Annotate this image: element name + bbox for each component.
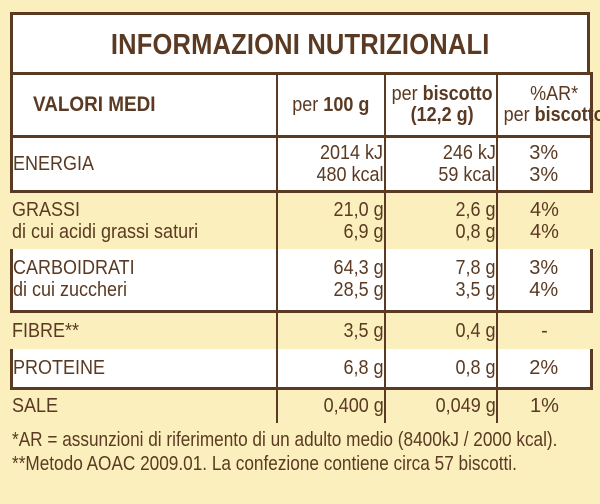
footnote-metodo: **Metodo AOAC 2009.01. La confezione con… <box>12 453 517 475</box>
header-per-biscotto: per biscotto (12,2 g) <box>383 72 497 138</box>
label-carboidrati: CARBOIDRATI <box>13 257 135 280</box>
footnotes: *AR = assunzioni di riferimento di un ad… <box>12 428 592 476</box>
label-zuccheri: di cui zuccheri <box>13 279 128 302</box>
header-ar-per-biscotto: %AR* per biscotto <box>495 72 600 138</box>
row-carboidrati: CARBOIDRATI di cui zuccheri 64,3 g 28,5 g … <box>10 248 593 313</box>
label-fibre: FIBRE** <box>11 319 79 342</box>
row-sale: SALE 0,400 g 0,049 g 1% <box>11 388 592 423</box>
label-sale: SALE <box>11 395 58 418</box>
table-title-text: INFORMAZIONI NUTRIZIONALI <box>110 28 490 61</box>
label-grassi: GRASSI <box>11 198 80 221</box>
header-valori-medi: VALORI MEDI <box>10 72 277 138</box>
nutrition-table: VALORI MEDI per 100 g per biscotto (12,2 … <box>10 72 600 423</box>
label-grassi-saturi: di cui acidi grassi saturi <box>11 220 198 243</box>
row-energia: ENERGIA 2014 kJ 480 kcal 246 kJ 59 kcal 3%… <box>10 136 593 193</box>
table-title: INFORMAZIONI NUTRIZIONALI <box>10 12 590 75</box>
label-energia: ENERGIA <box>13 153 95 175</box>
footnote-ar: *AR = assunzioni di riferimento di un ad… <box>12 429 558 451</box>
row-proteine: PROTEINE 6,8 g 0,8 g 2% <box>10 348 593 390</box>
header-per-100g: per 100 g <box>275 72 385 138</box>
label-proteine: PROTEINE <box>13 356 106 379</box>
row-fibre: FIBRE** 3,5 g 0,4 g - <box>11 311 592 349</box>
table-header-row: VALORI MEDI per 100 g per biscotto (12,2 … <box>10 72 600 138</box>
